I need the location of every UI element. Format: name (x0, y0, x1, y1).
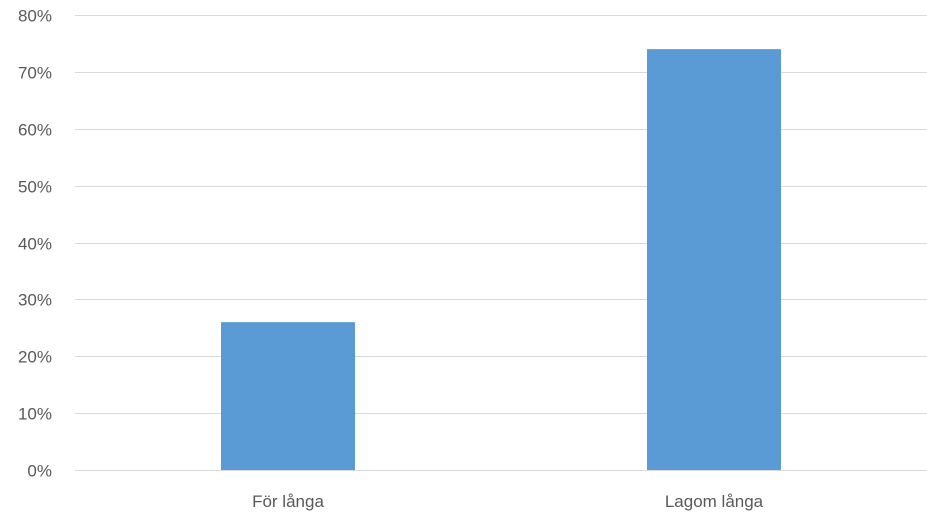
x-category-label: Lagom långa (665, 492, 764, 511)
y-tick-label: 70% (18, 64, 52, 83)
y-tick-label: 10% (18, 405, 52, 424)
y-tick-label: 40% (18, 235, 52, 254)
y-tick-label: 50% (18, 178, 52, 197)
gridlines (75, 15, 927, 471)
y-tick-label: 80% (18, 7, 52, 26)
y-tick-label: 30% (18, 291, 52, 310)
bar (647, 49, 781, 470)
y-tick-label: 60% (18, 121, 52, 140)
y-tick-label: 20% (18, 348, 52, 367)
y-axis-tick-labels: 0% 10% 20% 30% 40% 50% 60% 70% 80% (18, 7, 52, 481)
y-tick-label: 0% (27, 462, 52, 481)
x-category-label: För långa (252, 492, 324, 511)
bars (221, 49, 781, 470)
x-axis-category-labels: För långa Lagom långa (252, 492, 764, 511)
bar (221, 322, 355, 470)
